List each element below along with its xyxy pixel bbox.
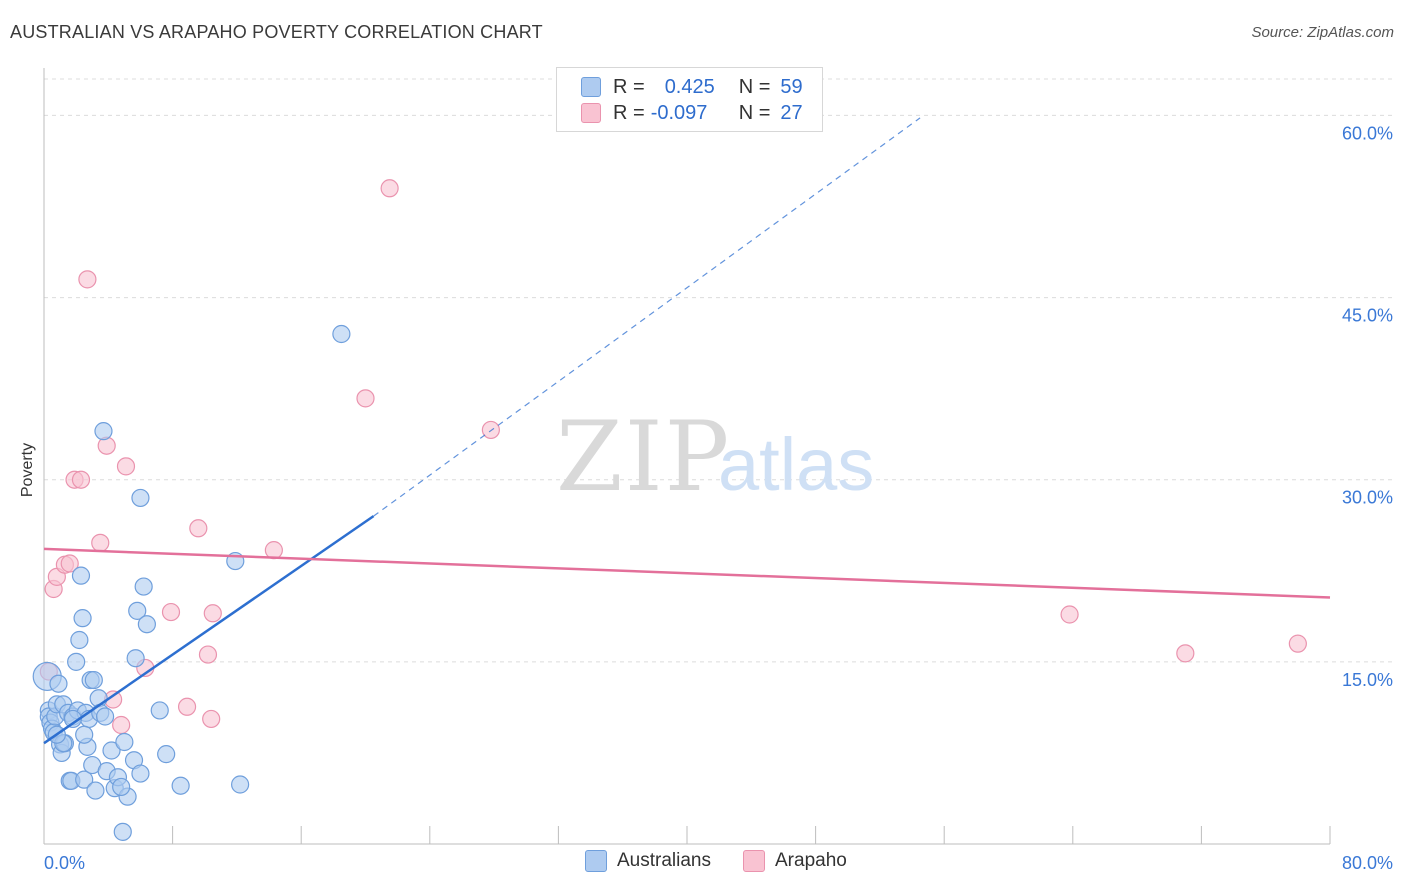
australians-point <box>131 764 150 783</box>
australians-point <box>171 776 190 795</box>
watermark-atlas: atlas <box>718 423 874 506</box>
arapaho-point <box>161 602 181 622</box>
australians-swatch <box>581 77 601 97</box>
arapaho-point <box>60 554 79 573</box>
arapaho-point <box>198 645 218 664</box>
australians-swatch <box>585 850 607 872</box>
r-label: R = <box>613 75 645 98</box>
australians-point <box>70 630 89 650</box>
arapaho-point <box>1288 634 1307 653</box>
australians-point <box>137 615 156 634</box>
arapaho-swatch <box>743 850 765 872</box>
n-label: N = <box>738 75 771 98</box>
australians-point <box>157 745 176 764</box>
australians-point <box>131 488 150 508</box>
arapaho-point <box>177 697 197 716</box>
n-value: 59 <box>780 75 803 98</box>
r-label: R = <box>613 101 645 124</box>
watermark: ZIP atlas <box>556 401 874 513</box>
arapaho-point <box>264 541 283 560</box>
australians-point <box>49 674 68 693</box>
legend-label-australians: Australians <box>617 850 711 871</box>
australians-trend-line <box>43 515 375 745</box>
arapaho-point <box>71 470 91 489</box>
n-label: N = <box>738 101 771 124</box>
australians-point <box>112 777 131 797</box>
watermark-zip: ZIP <box>556 401 731 513</box>
australians-point <box>150 701 169 720</box>
australians-point <box>86 781 105 800</box>
x-tick-label-min: 0.0% <box>44 853 85 873</box>
y-tick-label: 15.0% <box>1342 670 1393 690</box>
australians-point <box>113 822 132 841</box>
r-value: -0.097 <box>650 101 708 124</box>
australians-point <box>115 732 134 752</box>
arapaho-point <box>380 179 399 198</box>
legend-row-australians: R = 0.425 N = 59 <box>581 74 803 100</box>
australians-point <box>134 577 153 596</box>
arapaho-point <box>91 533 110 552</box>
trend-lines <box>43 117 1331 745</box>
australians-point <box>95 707 115 726</box>
arapaho-point <box>202 709 221 729</box>
arapaho-point <box>116 457 136 476</box>
arapaho-point <box>356 389 375 408</box>
australians-point <box>71 566 91 585</box>
arapaho-point <box>203 604 222 623</box>
y-tick-label: 30.0% <box>1342 488 1393 508</box>
y-tick-label: 60.0% <box>1342 123 1393 143</box>
australians-point <box>94 422 113 441</box>
arapaho-trend-line <box>43 547 1331 599</box>
tick-labels: 15.0% 30.0% 45.0% 60.0% 0.0% 80.0% <box>44 123 1393 873</box>
legend-label-arapaho: Arapaho <box>775 850 847 871</box>
australians-point <box>75 725 94 744</box>
arapaho-point <box>189 519 208 538</box>
australians-point <box>75 770 94 789</box>
australians-point <box>126 649 145 668</box>
legend-row-arapaho: R = -0.097 N = 27 <box>581 100 803 126</box>
chart-title: AUSTRALIAN VS ARAPAHO POVERTY CORRELATIO… <box>10 22 543 42</box>
axes <box>43 68 1331 845</box>
australians-point <box>128 601 147 620</box>
australians-point <box>84 670 103 690</box>
arapaho-point <box>1176 644 1195 663</box>
australians-points <box>32 324 351 841</box>
arapaho-point <box>78 270 97 289</box>
arapaho-points <box>39 179 1307 735</box>
series-legend: Australians Arapaho <box>585 850 879 872</box>
n-value: 27 <box>780 101 803 124</box>
correlation-legend: R = 0.425 N = 59 R = -0.097 N = 27 <box>556 67 823 132</box>
arapaho-point <box>1060 605 1079 624</box>
arapaho-swatch <box>581 103 601 123</box>
legend-item-australians[interactable]: Australians <box>585 850 711 872</box>
australians-point <box>332 324 351 344</box>
australians-point <box>231 775 250 794</box>
australians-point <box>102 741 121 760</box>
australians-point <box>67 652 86 671</box>
australians-point <box>73 609 92 628</box>
australians-trend-extension <box>373 117 921 517</box>
source-label: Source: ZipAtlas.com <box>1251 24 1394 41</box>
x-tick-label-max: 80.0% <box>1342 853 1393 873</box>
y-tick-label: 45.0% <box>1342 306 1393 326</box>
r-value: 0.425 <box>664 75 715 98</box>
legend-item-arapaho[interactable]: Arapaho <box>743 850 847 872</box>
arapaho-point <box>112 715 131 735</box>
